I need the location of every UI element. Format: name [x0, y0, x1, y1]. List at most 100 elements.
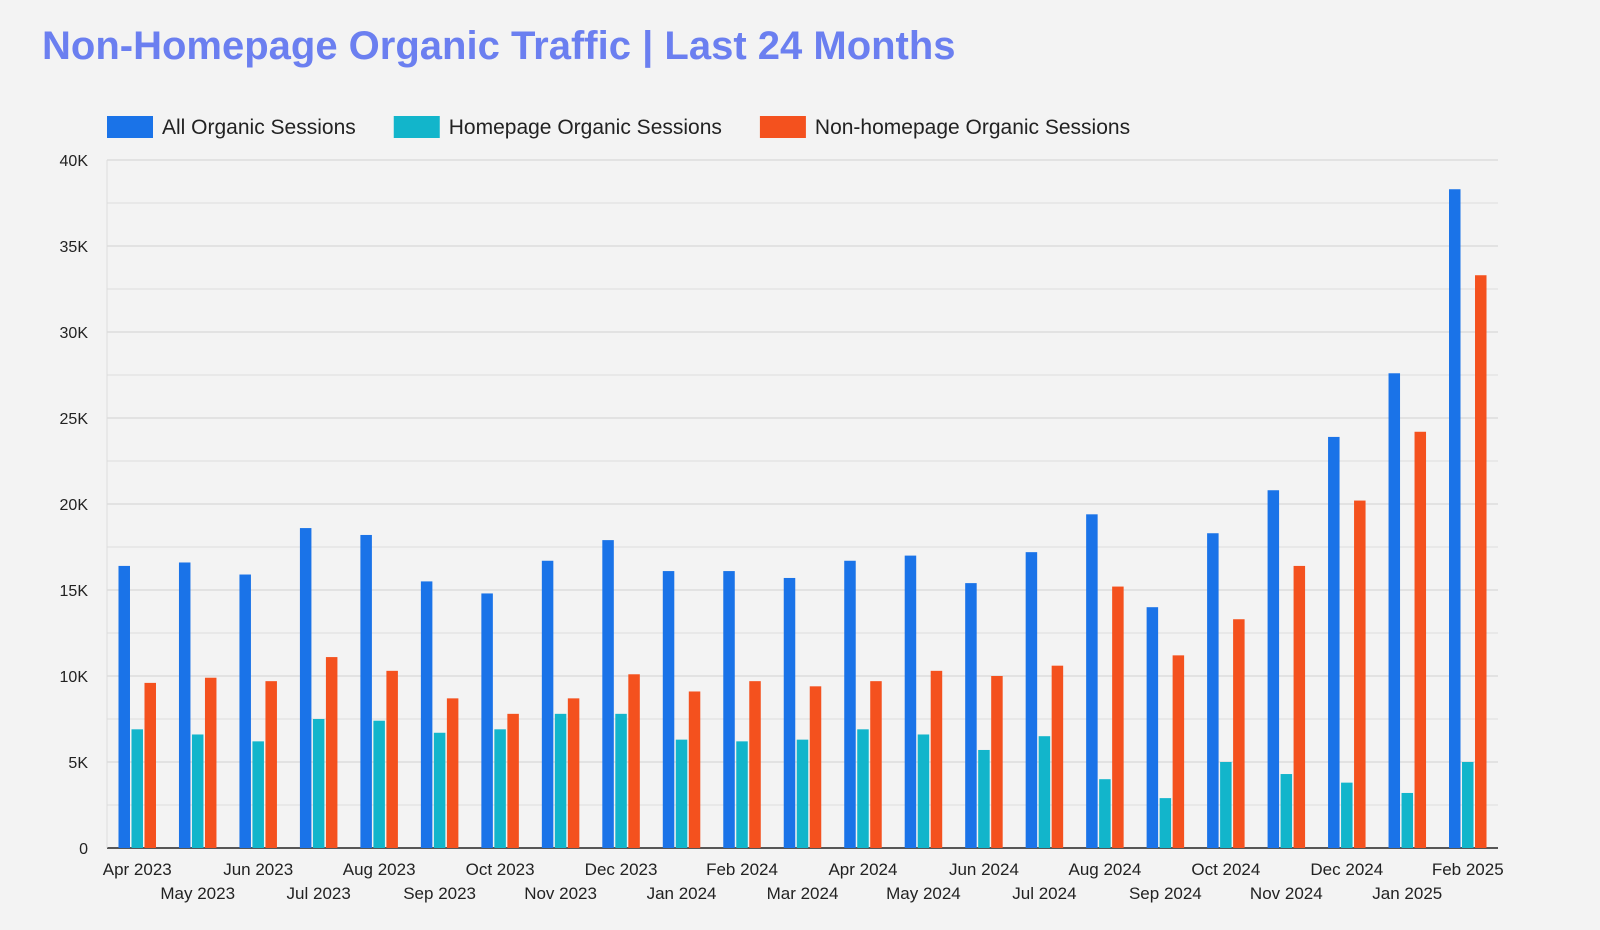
y-tick-label: 20K: [60, 497, 89, 514]
x-tick-label: Jul 2024: [1012, 884, 1076, 903]
bar-non-homepage-organic-sessions-mar-2024: [809, 686, 822, 848]
bar-homepage-organic-sessions-nov-2023: [554, 713, 567, 848]
y-axis: 0 5K 10K 15K 20K 25K 30K 35K 40K: [60, 153, 89, 858]
legend-label: All Organic Sessions: [162, 116, 356, 139]
x-tick-label: May 2024: [886, 884, 961, 903]
x-tick-label: Dec 2023: [585, 860, 658, 879]
bar-all-organic-sessions-jun-2023: [239, 574, 251, 848]
legend-swatch: [393, 116, 440, 138]
bar-homepage-organic-sessions-may-2024: [917, 734, 930, 848]
bar-all-organic-sessions-feb-2025: [1449, 189, 1461, 849]
bar-homepage-organic-sessions-jul-2023: [312, 719, 325, 848]
legend-label: Homepage Organic Sessions: [449, 116, 722, 139]
x-tick-label: Aug 2023: [343, 860, 416, 879]
bar-homepage-organic-sessions-jun-2023: [252, 741, 264, 848]
bar-all-organic-sessions-aug-2024: [1086, 514, 1098, 848]
bar-all-organic-sessions-oct-2023: [481, 593, 493, 848]
bar-all-organic-sessions-jan-2025: [1388, 373, 1401, 848]
bar-non-homepage-organic-sessions-may-2024: [930, 670, 943, 848]
x-tick-label: Jun 2023: [223, 860, 293, 879]
bar-homepage-organic-sessions-jul-2024: [1038, 736, 1051, 848]
x-tick-label: Jan 2024: [647, 884, 717, 903]
x-tick-label: Dec 2024: [1310, 860, 1383, 879]
bar-homepage-organic-sessions-mar-2024: [796, 739, 809, 848]
chart-title: Non-Homepage Organic Traffic | Last 24 M…: [42, 24, 956, 68]
y-tick-label: 35K: [60, 239, 89, 256]
bar-all-organic-sessions-oct-2024: [1207, 533, 1219, 848]
bar-non-homepage-organic-sessions-jan-2025: [1414, 431, 1427, 848]
bar-all-organic-sessions-apr-2024: [844, 560, 856, 848]
bar-all-organic-sessions-may-2023: [178, 562, 191, 848]
bar-all-organic-sessions-sep-2023: [420, 581, 433, 848]
bar-homepage-organic-sessions-feb-2025: [1462, 762, 1474, 848]
bar-non-homepage-organic-sessions-oct-2023: [507, 713, 519, 848]
bar-homepage-organic-sessions-dec-2023: [615, 713, 627, 848]
bar-homepage-organic-sessions-jan-2025: [1401, 792, 1414, 848]
y-tick-label: 0: [79, 841, 88, 858]
bar-non-homepage-organic-sessions-feb-2024: [749, 681, 761, 848]
legend-label: Non-homepage Organic Sessions: [815, 116, 1130, 139]
bar-all-organic-sessions-jan-2024: [662, 571, 675, 848]
bar-all-organic-sessions-nov-2024: [1267, 490, 1280, 848]
bar-all-organic-sessions-may-2024: [904, 555, 917, 848]
bar-all-organic-sessions-jul-2024: [1025, 552, 1038, 848]
x-tick-label: Oct 2024: [1191, 860, 1260, 879]
bar-homepage-organic-sessions-aug-2024: [1099, 779, 1111, 848]
bar-homepage-organic-sessions-sep-2024: [1159, 798, 1172, 848]
legend-swatch: [107, 116, 153, 138]
bar-non-homepage-organic-sessions-sep-2024: [1172, 655, 1185, 848]
x-tick-label: Sep 2023: [403, 884, 476, 903]
bar-all-organic-sessions-sep-2024: [1146, 607, 1159, 848]
bar-homepage-organic-sessions-aug-2023: [373, 720, 385, 848]
y-tick-label: 5K: [68, 755, 88, 772]
y-tick-label: 10K: [60, 669, 89, 686]
x-tick-label: Aug 2024: [1068, 860, 1141, 879]
bar-homepage-organic-sessions-apr-2023: [131, 729, 143, 848]
bar-non-homepage-organic-sessions-dec-2024: [1354, 500, 1366, 848]
x-tick-label: Apr 2023: [103, 860, 172, 879]
bar-non-homepage-organic-sessions-aug-2024: [1112, 586, 1124, 848]
bar-homepage-organic-sessions-nov-2024: [1280, 774, 1293, 848]
legend: All Organic Sessions Homepage Organic Ses…: [107, 116, 1130, 139]
bar-homepage-organic-sessions-jan-2024: [675, 739, 688, 848]
bar-all-organic-sessions-feb-2024: [723, 571, 735, 848]
bar-all-organic-sessions-mar-2024: [783, 577, 796, 848]
x-tick-label: Nov 2024: [1250, 884, 1323, 903]
bar-non-homepage-organic-sessions-apr-2024: [870, 681, 882, 848]
bar-homepage-organic-sessions-dec-2024: [1341, 782, 1353, 848]
x-tick-label: Oct 2023: [466, 860, 535, 879]
y-tick-label: 25K: [60, 411, 89, 428]
x-tick-label: Feb 2024: [706, 860, 778, 879]
bar-homepage-organic-sessions-jun-2024: [978, 749, 990, 848]
bar-homepage-organic-sessions-sep-2023: [433, 732, 446, 848]
x-tick-label: Jun 2024: [949, 860, 1019, 879]
y-tick-label: 40K: [60, 153, 89, 170]
x-tick-label: May 2023: [160, 884, 235, 903]
x-axis: Apr 2023 May 2023 Jun 2023 Jul 2023 Aug 2023…: [103, 860, 1504, 903]
bar-homepage-organic-sessions-feb-2024: [736, 741, 748, 848]
x-tick-label: Jan 2025: [1372, 884, 1442, 903]
y-tick-label: 15K: [60, 583, 89, 600]
x-tick-label: Feb 2025: [1432, 860, 1504, 879]
legend-swatch: [759, 116, 806, 138]
bar-all-organic-sessions-jun-2024: [965, 583, 977, 848]
x-tick-label: Mar 2024: [767, 884, 839, 903]
bar-all-organic-sessions-apr-2023: [118, 565, 130, 848]
bar-non-homepage-organic-sessions-jan-2024: [688, 691, 701, 848]
bar-non-homepage-organic-sessions-apr-2023: [144, 682, 156, 848]
bar-all-organic-sessions-jul-2023: [299, 528, 312, 848]
bar-homepage-organic-sessions-oct-2024: [1220, 762, 1232, 848]
bar-all-organic-sessions-aug-2023: [360, 534, 372, 848]
bar-all-organic-sessions-nov-2023: [541, 560, 554, 848]
bar-homepage-organic-sessions-apr-2024: [857, 729, 869, 848]
bar-non-homepage-organic-sessions-nov-2023: [567, 698, 580, 848]
y-tick-label: 30K: [60, 325, 89, 342]
x-tick-label: Jul 2023: [287, 884, 351, 903]
bars: [118, 189, 1487, 849]
gridlines: [106, 159, 1498, 849]
bar-non-homepage-organic-sessions-dec-2023: [628, 674, 640, 848]
x-tick-label: Apr 2024: [828, 860, 897, 879]
x-tick-label: Nov 2023: [524, 884, 597, 903]
bar-non-homepage-organic-sessions-feb-2025: [1475, 275, 1487, 848]
